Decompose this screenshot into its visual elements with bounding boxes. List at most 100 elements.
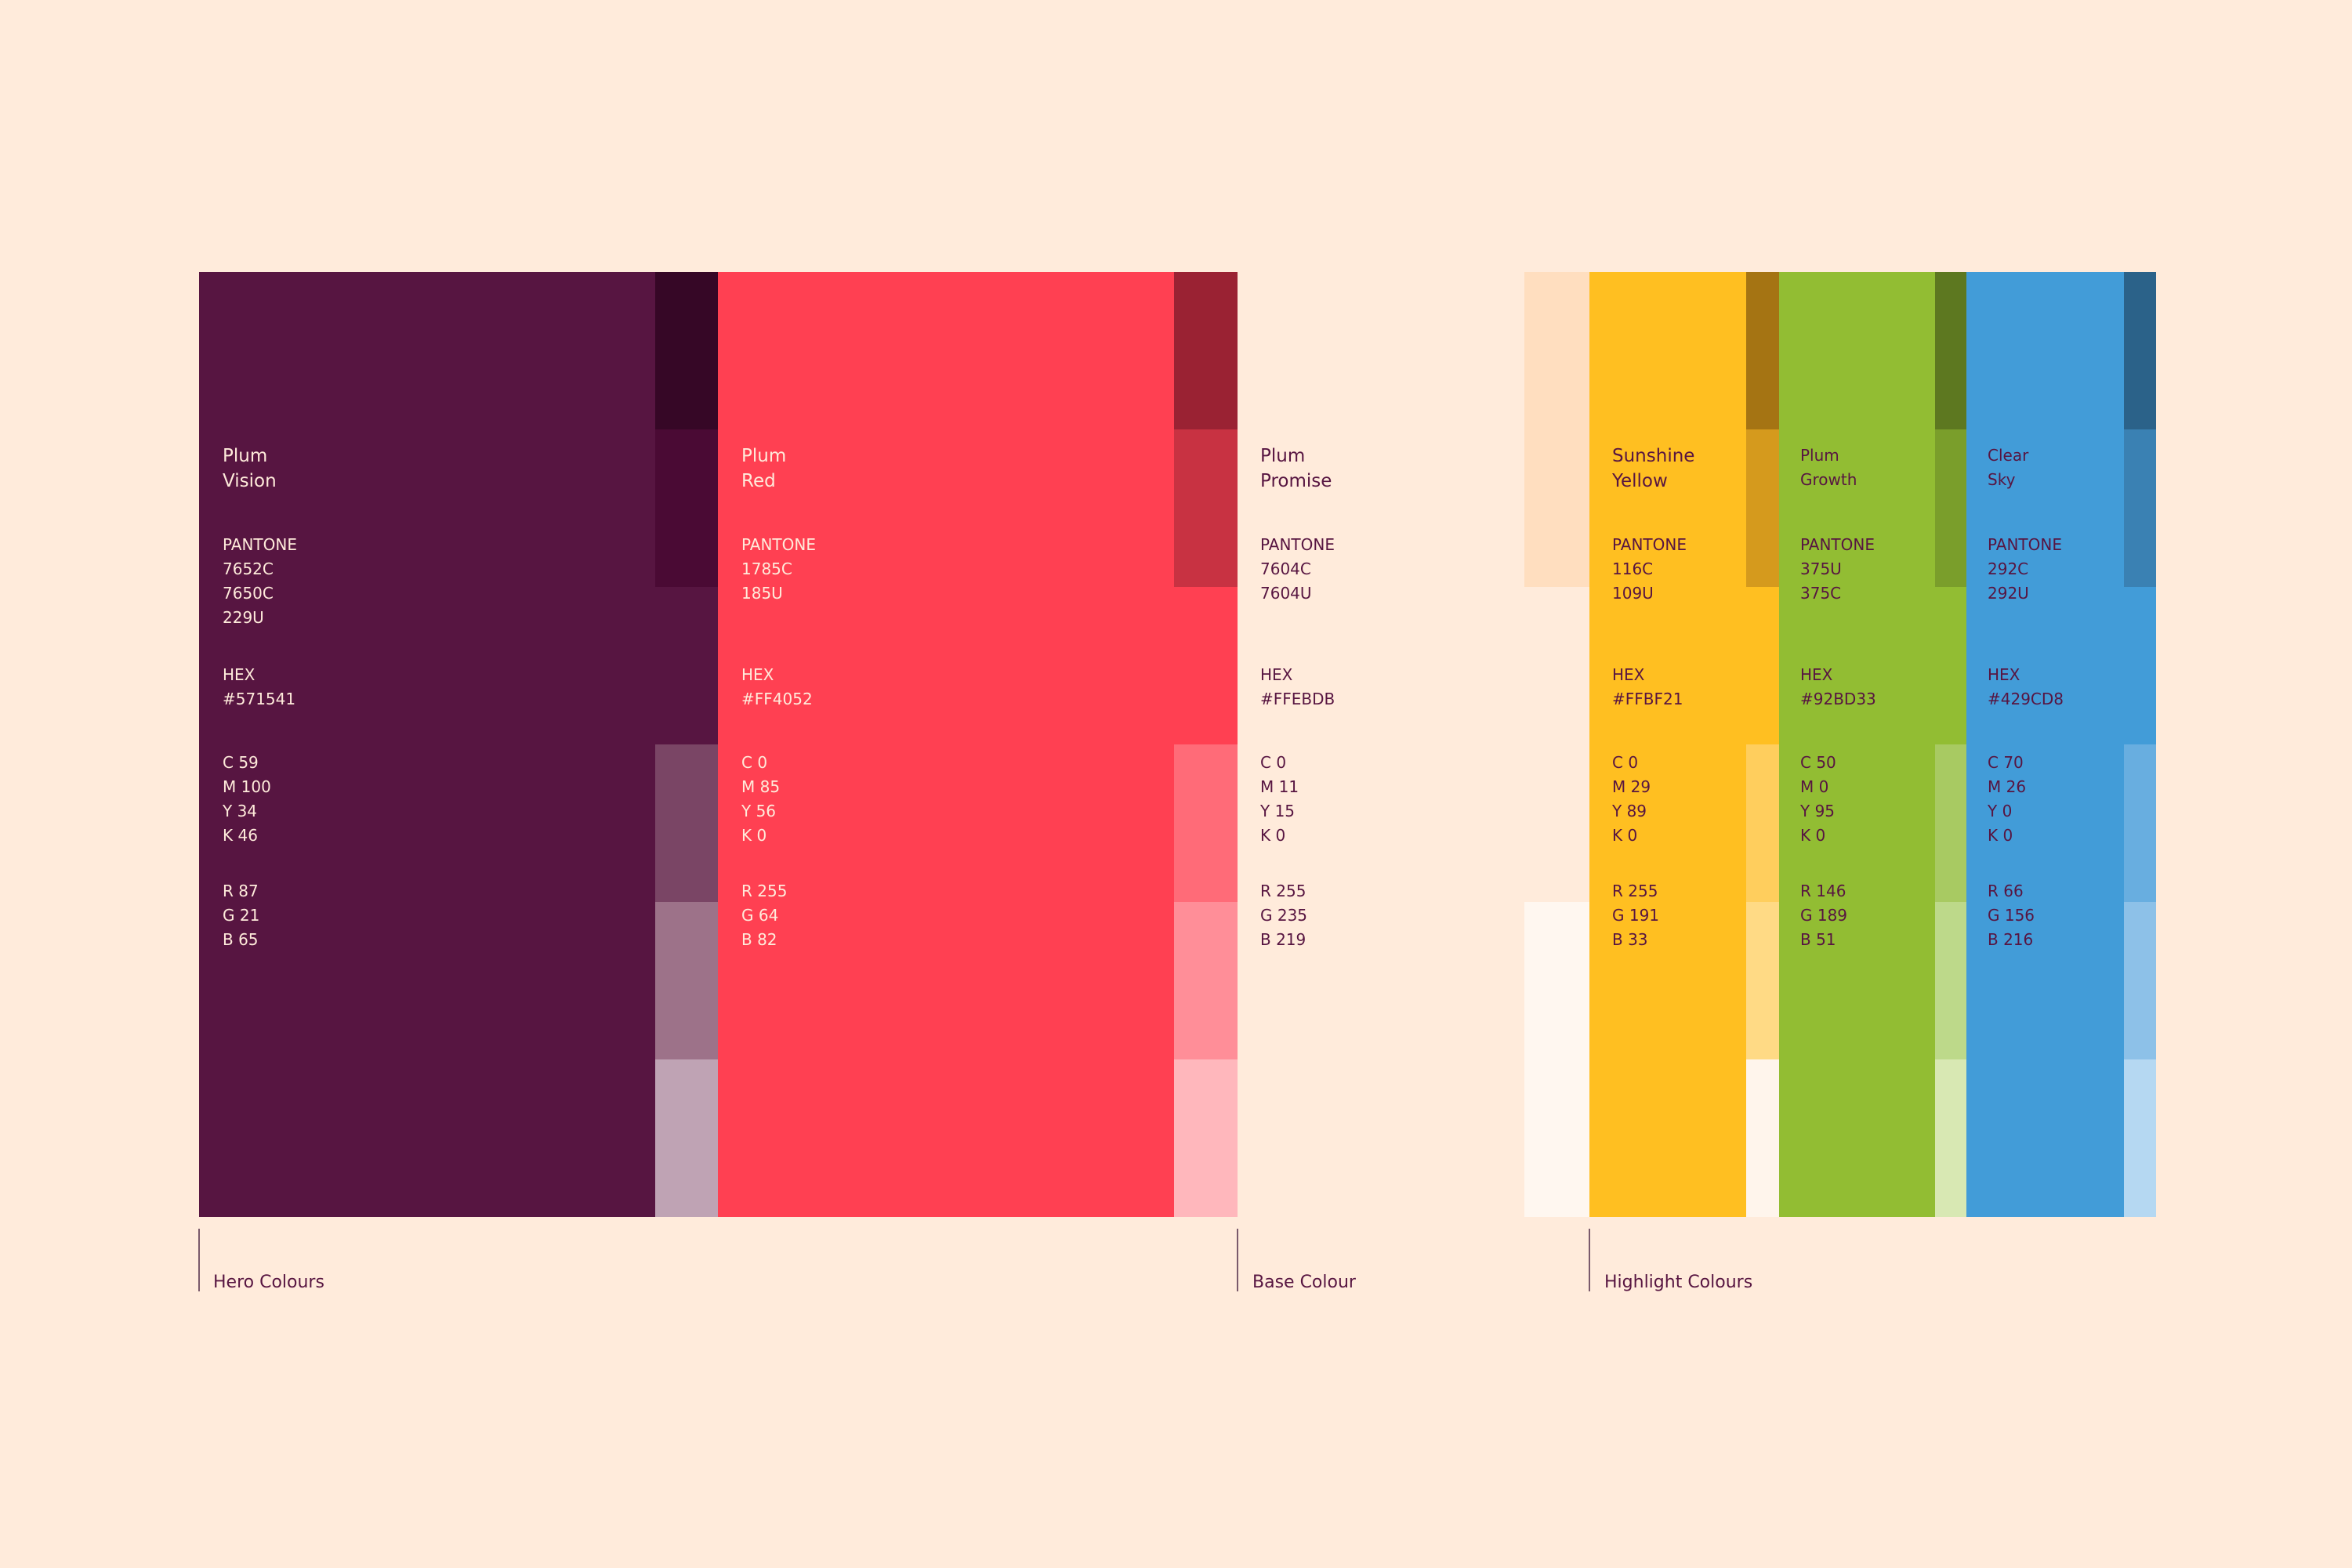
info-sunshine-yellow: Sunshine Yellow PANTONE 116C 109U HEX #FF… xyxy=(1612,444,1695,949)
color-name: Plum Vision xyxy=(223,446,277,491)
rgb-value: B 33 xyxy=(1612,930,1648,949)
hex-value: #571541 xyxy=(223,690,296,708)
info-plum-red: Plum Red PANTONE 1785C 185U HEX #FF4052 C… xyxy=(741,444,816,949)
tint-plum-vision-3 xyxy=(655,587,718,744)
color-name: Plum Red xyxy=(741,446,787,491)
tint-plum-growth-5 xyxy=(1935,902,1966,1059)
pantone-value: 7650C xyxy=(223,584,274,603)
tint-plum-promise-3 xyxy=(1524,902,1589,1217)
swatch-clear-sky xyxy=(1966,272,2124,1217)
rgb-value: G 189 xyxy=(1800,906,1848,925)
tint-plum-red-4 xyxy=(1174,744,1238,902)
tint-clear-sky-2 xyxy=(2124,429,2156,587)
rgb-value: R 255 xyxy=(1260,882,1306,900)
rgb-value: G 64 xyxy=(741,906,779,925)
swatch-plum-promise xyxy=(1238,272,1524,1217)
pantone-value: 109U xyxy=(1612,584,1654,603)
cmyk-value: K 0 xyxy=(741,826,767,845)
tint-clear-sky-6 xyxy=(2124,1059,2156,1217)
pantone-value: 185U xyxy=(741,584,783,603)
cmyk-value: M 11 xyxy=(1260,777,1299,796)
cmyk-value: Y 0 xyxy=(1988,802,2013,820)
tint-sunshine-yellow-1 xyxy=(1746,272,1779,429)
cmyk-value: C 0 xyxy=(1260,753,1287,772)
pantone-value: 7652C xyxy=(223,559,274,578)
pantone-label: PANTONE xyxy=(741,535,816,554)
cmyk-value: K 0 xyxy=(1988,826,2013,845)
tint-plum-vision-2 xyxy=(655,429,718,587)
hex-value: #92BD33 xyxy=(1800,690,1876,708)
cmyk-value: M 85 xyxy=(741,777,781,796)
rgb-value: G 191 xyxy=(1612,906,1660,925)
cmyk-value: Y 89 xyxy=(1612,802,1647,820)
cmyk-value: K 46 xyxy=(223,826,258,845)
rgb-value: B 216 xyxy=(1988,930,2034,949)
tint-clear-sky-3 xyxy=(2124,587,2156,744)
tint-plum-promise-1 xyxy=(1524,272,1589,587)
info-plum-growth: Plum Growth PANTONE 375U 375C HEX #92BD33… xyxy=(1800,444,1876,949)
caption-divider-highlight xyxy=(1589,1229,1590,1291)
tint-clear-sky-1 xyxy=(2124,272,2156,429)
tint-sunshine-yellow-2 xyxy=(1746,429,1779,587)
hex-value: #FFBF21 xyxy=(1612,690,1683,708)
cmyk-value: C 0 xyxy=(1612,753,1639,772)
pantone-value: 116C xyxy=(1612,559,1654,578)
pantone-label: PANTONE xyxy=(1988,535,2062,554)
hex-label: HEX xyxy=(1612,665,1645,684)
rgb-value: B 51 xyxy=(1800,930,1836,949)
hex-label: HEX xyxy=(1260,665,1293,684)
swatch-plum-red xyxy=(718,272,1174,1217)
cmyk-value: K 0 xyxy=(1800,826,1826,845)
rgb-value: G 235 xyxy=(1260,906,1308,925)
swatch-plum-vision xyxy=(199,272,655,1217)
tint-sunshine-yellow-6 xyxy=(1746,1059,1779,1217)
rgb-value: R 255 xyxy=(1612,882,1658,900)
tint-plum-vision-1 xyxy=(655,272,718,429)
tint-plum-red-5 xyxy=(1174,902,1238,1059)
tint-plum-growth-1 xyxy=(1935,272,1966,429)
hex-value: #429CD8 xyxy=(1988,690,2064,708)
caption-base-colour: Base Colour xyxy=(1252,1273,1356,1292)
pantone-value: 7604C xyxy=(1260,559,1311,578)
cmyk-value: Y 15 xyxy=(1260,802,1296,820)
tint-clear-sky-4 xyxy=(2124,744,2156,902)
pantone-label: PANTONE xyxy=(223,535,297,554)
tint-plum-growth-3 xyxy=(1935,587,1966,744)
info-clear-sky: Clear Sky PANTONE 292C 292U HEX #429CD8 C… xyxy=(1988,444,2064,949)
pantone-value: 375C xyxy=(1800,584,1842,603)
rgb-value: B 219 xyxy=(1260,930,1306,949)
swatch-sunshine-yellow xyxy=(1589,272,1746,1217)
tint-plum-vision-6 xyxy=(655,1059,718,1217)
cmyk-value: Y 95 xyxy=(1800,802,1836,820)
tint-plum-red-6 xyxy=(1174,1059,1238,1217)
cmyk-value: M 100 xyxy=(223,777,271,796)
tint-plum-growth-6 xyxy=(1935,1059,1966,1217)
tint-plum-red-2 xyxy=(1174,429,1238,587)
tint-sunshine-yellow-3 xyxy=(1746,587,1779,744)
cmyk-value: K 0 xyxy=(1612,826,1638,845)
cmyk-value: C 70 xyxy=(1988,753,2024,772)
cmyk-value: Y 34 xyxy=(223,802,258,820)
hex-label: HEX xyxy=(223,665,255,684)
cmyk-value: K 0 xyxy=(1260,826,1286,845)
hex-label: HEX xyxy=(1800,665,1833,684)
cmyk-value: Y 56 xyxy=(741,802,777,820)
info-plum-promise: Plum Promise PANTONE 7604C 7604U HEX #FFE… xyxy=(1260,444,1335,949)
pantone-value: 292C xyxy=(1988,559,2029,578)
rgb-value: R 146 xyxy=(1800,882,1846,900)
pantone-value: 7604U xyxy=(1260,584,1312,603)
cmyk-value: M 29 xyxy=(1612,777,1651,796)
tint-sunshine-yellow-5 xyxy=(1746,902,1779,1059)
color-name: Sunshine Yellow xyxy=(1612,446,1695,491)
pantone-label: PANTONE xyxy=(1260,535,1335,554)
rgb-value: G 21 xyxy=(223,906,260,925)
cmyk-value: C 50 xyxy=(1800,753,1836,772)
tint-plum-vision-4 xyxy=(655,744,718,902)
cmyk-value: M 0 xyxy=(1800,777,1829,796)
swatch-plum-growth xyxy=(1779,272,1935,1217)
info-plum-vision: Plum Vision PANTONE 7652C 7650C 229U HEX … xyxy=(223,444,297,949)
tint-plum-growth-4 xyxy=(1935,744,1966,902)
hex-label: HEX xyxy=(1988,665,2020,684)
tint-plum-red-1 xyxy=(1174,272,1238,429)
cmyk-value: M 26 xyxy=(1988,777,2027,796)
